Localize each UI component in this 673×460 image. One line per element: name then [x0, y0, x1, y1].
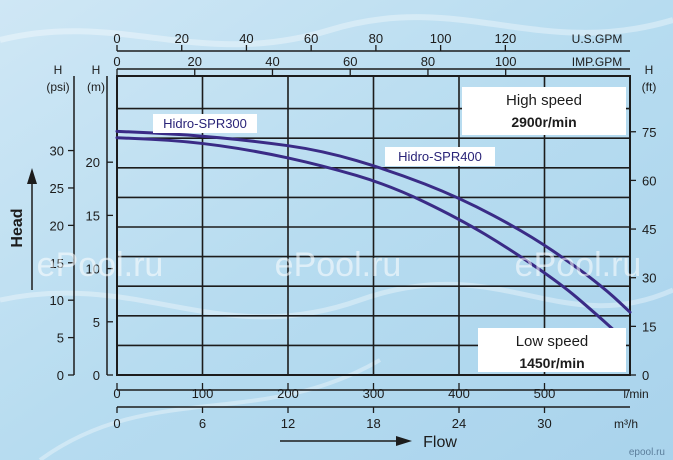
m-tick-label: 15	[86, 208, 100, 223]
m3h-tick-label: 12	[281, 416, 295, 431]
series-label-hidro-spr300-group: Hidro-SPR300	[153, 114, 257, 133]
m-unit: (m)	[87, 80, 105, 94]
watermark-text: ePool.ru	[515, 246, 642, 284]
lpm-tick-label: 100	[192, 386, 214, 401]
lpm-unit: l/min	[623, 387, 648, 401]
m-tick-label: 10	[86, 262, 100, 277]
usgpm-tick-label: 100	[430, 31, 452, 46]
curves	[115, 129, 632, 331]
m-tick-label: 20	[86, 155, 100, 170]
series-label-hidro-spr300: Hidro-SPR300	[163, 116, 247, 131]
psi-tick-label: 30	[50, 144, 64, 159]
series-label-hidro-spr400-group: Hidro-SPR400	[385, 147, 495, 166]
m3h-tick-label: 0	[113, 416, 120, 431]
usgpm-tick-label: 20	[174, 31, 188, 46]
chart-labels: Hidro-SPR300 Hidro-SPR400 High speed 2900r/…	[153, 87, 626, 372]
impgpm-unit: IMP.GPM	[572, 55, 622, 69]
psi-unit: (psi)	[46, 80, 69, 94]
psi-tick-label: 20	[50, 218, 64, 233]
ft-unit-h: H	[645, 63, 654, 77]
ft-tick-label: 75	[642, 125, 656, 140]
lpm-tick-label: 400	[448, 386, 470, 401]
usgpm-tick-label: 80	[369, 31, 383, 46]
psi-unit-h: H	[54, 63, 63, 77]
series-label-hidro-spr400: Hidro-SPR400	[398, 149, 482, 164]
series-label-hidro-spr300-box	[153, 114, 257, 133]
lpm-tick-label: 300	[363, 386, 385, 401]
high-speed-annotation-line1: High speed	[506, 92, 582, 109]
watermarks: ePool.ru ePool.ru ePool.ru epool.ru	[37, 246, 665, 458]
usgpm-tick-label: 0	[113, 31, 120, 46]
ft-tick-label: 15	[642, 319, 656, 334]
m3h-tick-label: 24	[452, 416, 466, 431]
m3h-tick-label: 30	[537, 416, 551, 431]
usgpm-tick-label: 40	[239, 31, 253, 46]
flow-arrow-head	[396, 436, 412, 446]
impgpm-tick-label: 80	[421, 54, 435, 69]
usgpm-tick-label: 120	[494, 31, 516, 46]
impgpm-tick-label: 20	[188, 54, 202, 69]
psi-tick-label: 15	[50, 256, 64, 271]
psi-tick-label: 5	[57, 331, 64, 346]
corner-watermark: epool.ru	[629, 447, 665, 458]
lpm-tick-label: 0	[113, 386, 120, 401]
m-unit-h: H	[92, 63, 101, 77]
watermark-text: ePool.ru	[275, 246, 402, 284]
impgpm-tick-label: 40	[265, 54, 279, 69]
low-speed-annotation-box	[478, 328, 626, 372]
usgpm-unit: U.S.GPM	[572, 32, 623, 46]
ft-tick-label: 45	[642, 222, 656, 237]
curve-hidro-spr400	[115, 129, 632, 314]
lpm-tick-label: 200	[277, 386, 299, 401]
watermark-text: ePool.ru	[37, 246, 164, 284]
m3h-tick-label: 6	[199, 416, 206, 431]
series-label-hidro-spr400-box	[385, 147, 495, 166]
impgpm-tick-label: 100	[495, 54, 517, 69]
ft-unit: (ft)	[642, 80, 657, 94]
low-speed-annotation-line2: 1450r/min	[519, 355, 584, 371]
curve-hidro-spr300	[115, 136, 615, 331]
ft-tick-label: 30	[642, 271, 656, 286]
m3h-tick-label: 18	[366, 416, 380, 431]
high-speed-annotation-line2: 2900r/min	[511, 114, 576, 130]
high-speed-annotation-box	[462, 87, 626, 135]
psi-tick-label: 25	[50, 181, 64, 196]
m-tick-label: 0	[93, 368, 100, 383]
y-axis-title: Head	[9, 208, 26, 247]
ft-tick-label: 60	[642, 173, 656, 188]
m3h-unit: m³/h	[614, 417, 638, 431]
impgpm-tick-label: 60	[343, 54, 357, 69]
m-tick-label: 5	[93, 315, 100, 330]
psi-tick-label: 0	[57, 368, 64, 383]
low-speed-annotation-line1: Low speed	[516, 333, 589, 350]
impgpm-tick-label: 0	[113, 54, 120, 69]
x-axis-title: Flow	[423, 434, 457, 451]
psi-tick-label: 10	[50, 293, 64, 308]
usgpm-tick-label: 60	[304, 31, 318, 46]
head-arrow-head	[27, 168, 37, 184]
lpm-tick-label: 500	[534, 386, 556, 401]
ft-tick-label: 0	[642, 368, 649, 383]
